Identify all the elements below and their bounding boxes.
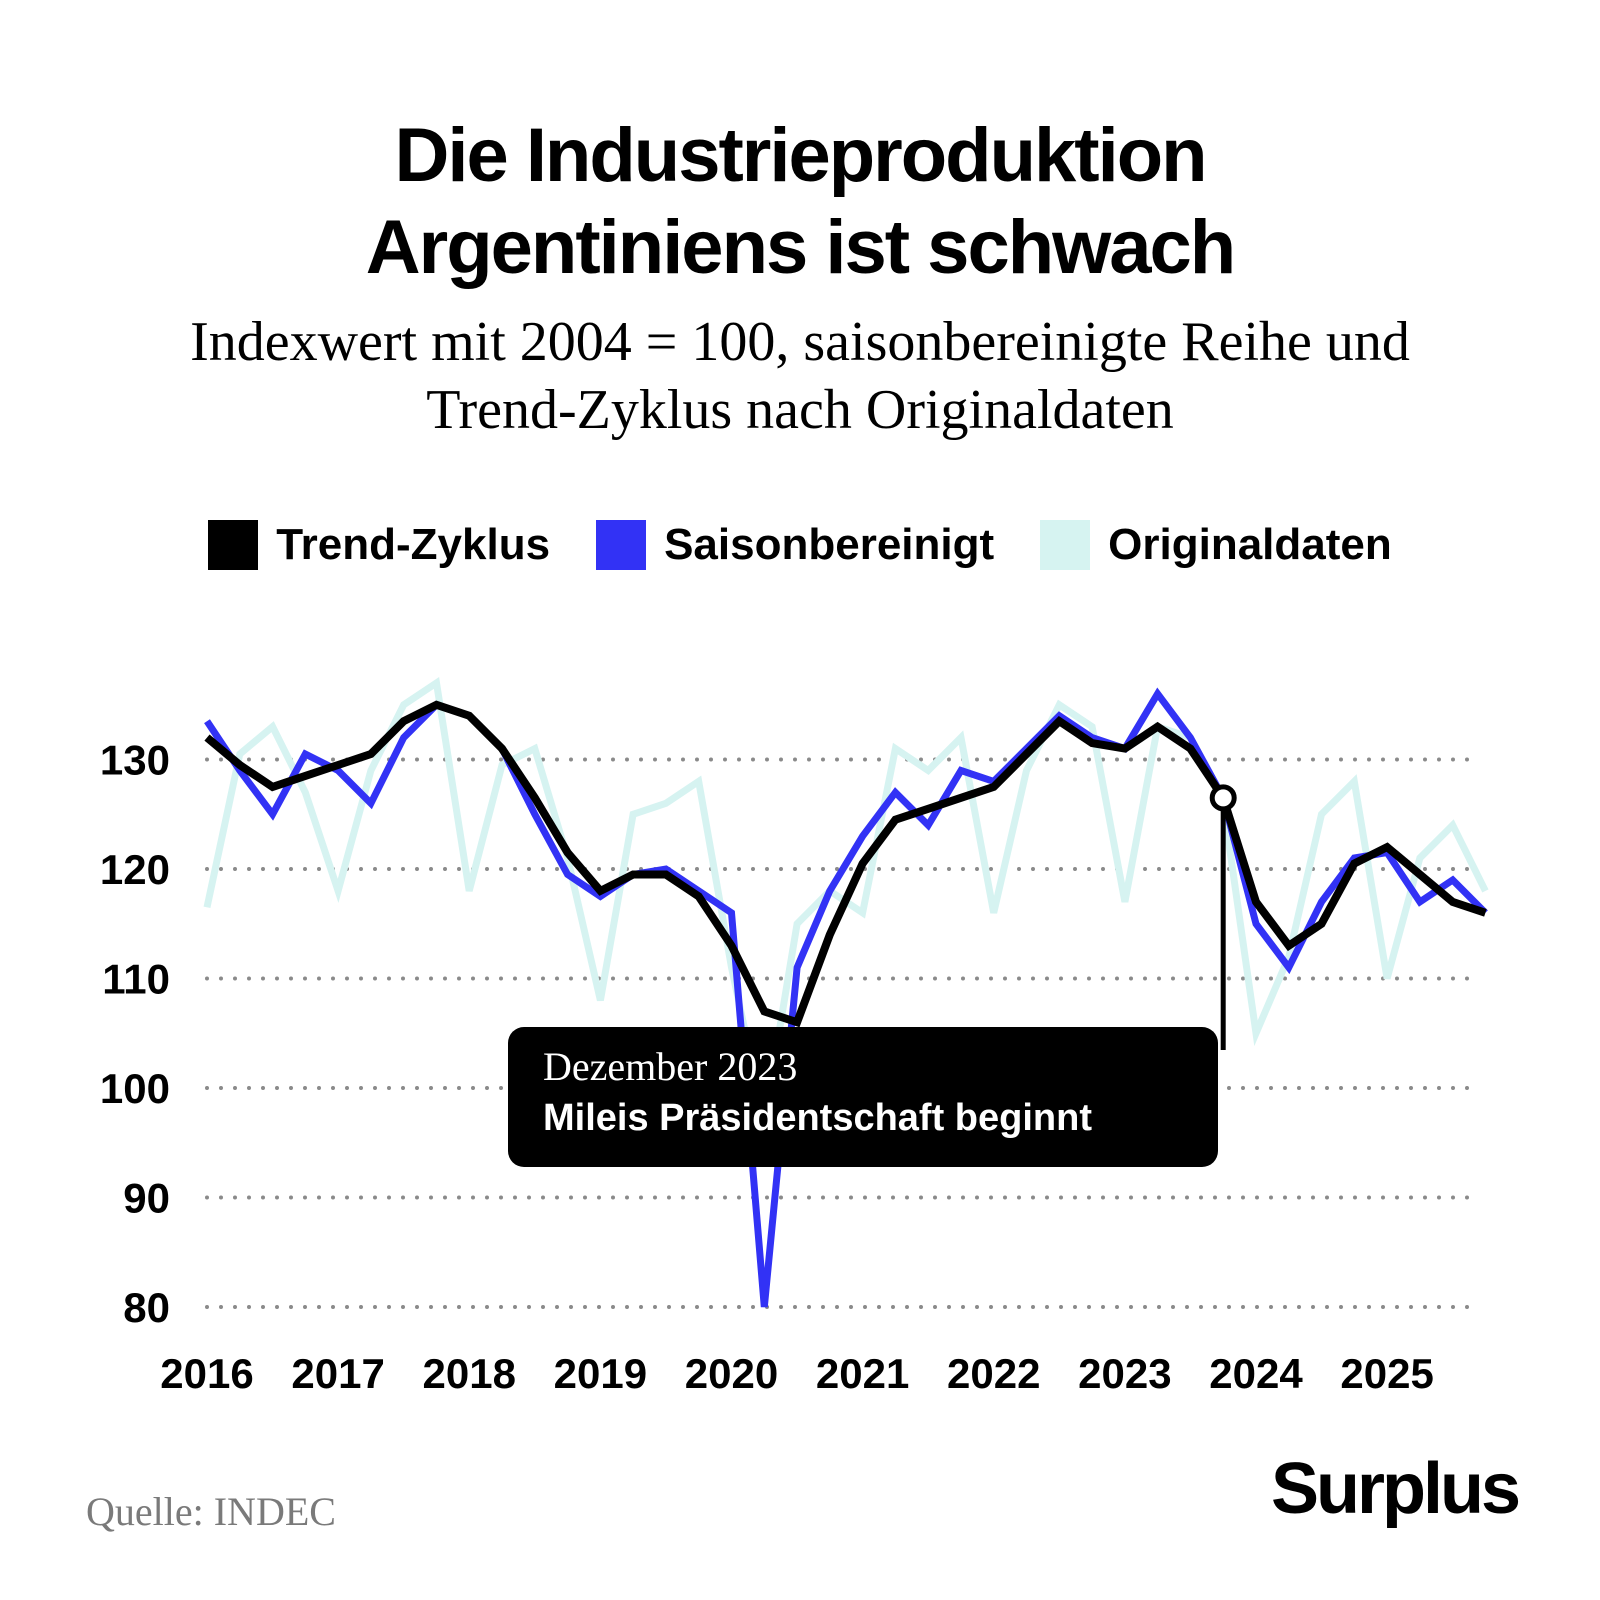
subtitle-line-1: Indexwert mit 2004 = 100, saisonbereinig… xyxy=(190,311,1410,373)
y-tick-label: 80 xyxy=(123,1284,170,1331)
x-tick-label: 2022 xyxy=(947,1350,1040,1397)
y-axis-ticks: 80 90 100 110 120 130 xyxy=(100,737,170,1332)
annotation-marker[interactable] xyxy=(1209,784,1237,812)
series-trend[interactable] xyxy=(204,700,1487,1028)
y-tick-label: 130 xyxy=(100,737,170,784)
legend: Trend-Zyklus Saisonbereinigt Originaldat… xyxy=(0,515,1600,575)
x-tick-label: 2023 xyxy=(1078,1350,1171,1397)
title-line-2: Argentiniens ist schwach xyxy=(365,205,1236,290)
x-tick-label: 2021 xyxy=(816,1350,909,1397)
y-tick-label: 90 xyxy=(123,1175,170,1222)
x-tick-label: 2019 xyxy=(554,1350,647,1397)
x-tick-label: 2018 xyxy=(423,1350,516,1397)
legend-label-seasonal: Saisonbereinigt xyxy=(664,520,995,569)
legend-swatch-trend xyxy=(208,520,259,570)
chart-subtitle: Indexwert mit 2004 = 100, saisonbereinig… xyxy=(0,308,1600,444)
y-tick-label: 110 xyxy=(102,956,170,1003)
annotation-text: Mileis Präsidentschaft beginnt xyxy=(543,1097,1092,1139)
annotation: Dezember 2023 Mileis Präsidentschaft beg… xyxy=(508,784,1237,1167)
legend-swatch-seasonal xyxy=(596,520,647,570)
x-tick-label: 2016 xyxy=(160,1350,253,1397)
x-tick-label: 2025 xyxy=(1340,1350,1433,1397)
x-axis-ticks: 2016 2017 2018 2019 2020 2021 2022 2023 2024 2025 xyxy=(160,1350,1434,1397)
legend-label-original: Originaldaten xyxy=(1108,520,1392,569)
x-tick-label: 2024 xyxy=(1209,1350,1303,1397)
title-line-1: Die Industrieproduktion xyxy=(394,113,1207,198)
series-seasonal[interactable] xyxy=(204,687,1488,1308)
source-note: Quelle: INDEC xyxy=(86,1489,336,1534)
legend-item-seasonal[interactable]: Saisonbereinigt xyxy=(596,520,994,570)
annotation-box xyxy=(508,1027,1218,1167)
series-lines xyxy=(203,676,1489,1308)
legend-swatch-original xyxy=(1040,520,1091,570)
y-tick-label: 120 xyxy=(100,846,170,893)
x-tick-label: 2020 xyxy=(685,1350,778,1397)
chart-title: Die Industrieproduktion Argentiniens ist… xyxy=(0,110,1600,294)
annotation-date: Dezember 2023 xyxy=(543,1044,797,1089)
legend-item-trend[interactable]: Trend-Zyklus xyxy=(208,520,550,570)
x-tick-label: 2017 xyxy=(291,1350,384,1397)
surplus-logo: Surplus xyxy=(1270,1449,1521,1529)
subtitle-line-2: Trend-Zyklus nach Originaldaten xyxy=(426,379,1174,441)
y-tick-label: 100 xyxy=(100,1065,170,1112)
legend-label-trend: Trend-Zyklus xyxy=(276,520,551,569)
legend-item-original[interactable]: Originaldaten xyxy=(1040,520,1392,570)
